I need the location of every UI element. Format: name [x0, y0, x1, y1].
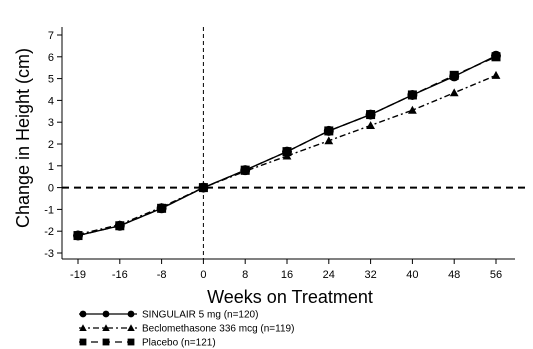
y-tick-label: 5 — [48, 74, 54, 86]
legend-label: Beclomethasone 336 mcg (n=119) — [142, 324, 294, 335]
y-tick-label: 1 — [48, 161, 54, 173]
legend-entry: Beclomethasone 336 mcg (n=119) — [79, 324, 294, 335]
y-tick-label: 4 — [48, 95, 54, 107]
data-point-square — [282, 147, 292, 157]
legend-marker — [102, 338, 110, 346]
legend-marker — [102, 310, 110, 318]
legend-entry: SINGULAIR 5 mg (n=120) — [79, 310, 258, 321]
reference-lines — [62, 27, 530, 259]
x-tick-label: 56 — [490, 269, 502, 281]
y-tick-label: -3 — [44, 248, 54, 260]
y-tick-label: -1 — [44, 204, 54, 216]
data-point-triangle — [366, 121, 375, 129]
data-point-triangle — [324, 136, 334, 145]
x-tick-label: -8 — [157, 269, 167, 281]
series-line-triangle — [77, 74, 497, 236]
data-point-square — [366, 110, 376, 120]
legend: SINGULAIR 5 mg (n=120) Beclomethasone 336… — [79, 310, 294, 349]
y-tick-label: 7 — [48, 30, 54, 42]
series-markers — [73, 50, 501, 241]
x-tick-label: 16 — [281, 269, 293, 281]
plot-area — [61, 27, 515, 260]
data-point-square — [324, 126, 334, 136]
y-tick-label: 6 — [48, 52, 54, 64]
legend-marker — [102, 324, 110, 331]
data-point-square — [157, 203, 167, 213]
x-tick-label: -16 — [112, 269, 128, 281]
legend-marker — [79, 310, 87, 318]
y-tick-label: -2 — [44, 226, 54, 238]
data-point-triangle — [408, 105, 417, 114]
legend-marker — [79, 324, 87, 331]
data-point-square — [115, 221, 125, 231]
x-tick-label: -19 — [70, 269, 86, 281]
x-tick-label: 8 — [242, 269, 248, 281]
y-axis: -3 -2 -1 0 1 2 3 4 5 6 7 — [44, 30, 62, 260]
legend-marker — [79, 338, 87, 346]
x-axis-title: Weeks on Treatment — [207, 287, 373, 307]
series-line-circle — [77, 55, 497, 237]
legend-marker — [127, 310, 135, 318]
legend-label: Placebo (n=121) — [142, 338, 216, 349]
legend-entry: Placebo (n=121) — [79, 338, 216, 349]
x-tick-label: 32 — [364, 269, 376, 281]
y-axis-title: Change in Height (cm) — [13, 48, 33, 228]
data-point-square — [73, 231, 83, 241]
x-axis: -19 -16 -8 0 8 16 24 32 40 48 56 — [70, 259, 502, 281]
legend-marker — [127, 324, 135, 331]
y-tick-label: 0 — [48, 183, 54, 195]
y-tick-label: 2 — [48, 139, 54, 151]
data-point-triangle — [491, 70, 501, 79]
data-point-square — [407, 90, 417, 100]
x-tick-label: 24 — [323, 269, 335, 281]
data-point-square — [240, 165, 250, 175]
x-tick-label: 0 — [200, 269, 206, 281]
x-tick-label: 48 — [448, 269, 460, 281]
data-point-square — [198, 183, 208, 193]
series-lines — [77, 55, 497, 237]
series-line-square — [77, 56, 497, 237]
y-tick-label: 3 — [48, 117, 54, 129]
data-point-square — [491, 52, 501, 62]
data-point-triangle — [449, 88, 459, 97]
legend-label: SINGULAIR 5 mg (n=120) — [142, 310, 258, 321]
x-tick-label: 40 — [406, 269, 418, 281]
legend-marker — [127, 338, 135, 346]
data-point-square — [449, 70, 459, 80]
